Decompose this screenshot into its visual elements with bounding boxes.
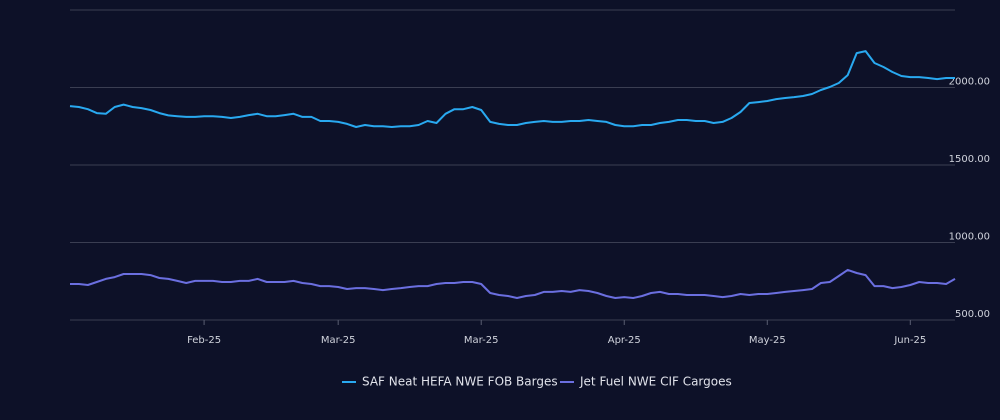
series-line xyxy=(69,50,955,128)
y-tick-label: 1500.00 xyxy=(949,154,990,165)
y-tick-label: 500.00 xyxy=(955,309,990,320)
legend-label: SAF Neat HEFA NWE FOB Barges xyxy=(362,375,558,389)
series-line xyxy=(70,268,956,299)
x-tick-label: Jun-25 xyxy=(893,335,926,346)
x-tick-label: Mar-25 xyxy=(321,335,356,346)
x-tick-label: Feb-25 xyxy=(187,335,221,346)
x-tick-label: Mar-25 xyxy=(464,335,499,346)
y-tick-label: 2000.00 xyxy=(949,77,990,88)
legend-label: Jet Fuel NWE CIF Cargoes xyxy=(579,375,732,389)
x-tick-label: May-25 xyxy=(749,335,786,346)
x-tick-label: Apr-25 xyxy=(608,335,641,346)
y-tick-label: 1000.00 xyxy=(949,232,990,243)
